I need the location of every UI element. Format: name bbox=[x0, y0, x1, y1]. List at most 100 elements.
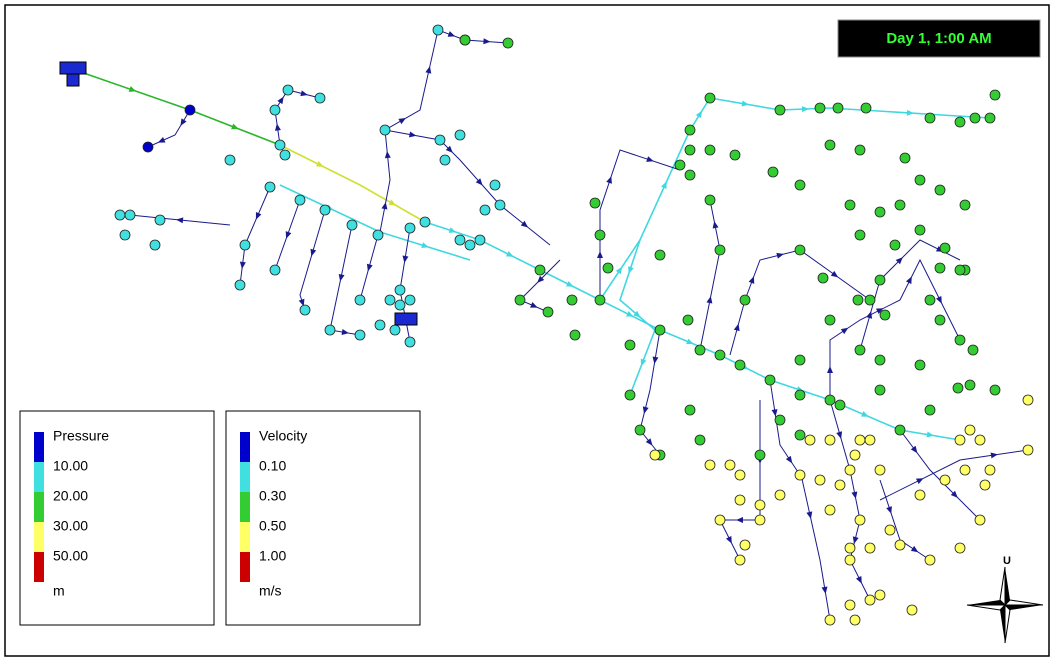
junction bbox=[235, 280, 245, 290]
junction bbox=[480, 205, 490, 215]
junction bbox=[695, 345, 705, 355]
junction bbox=[900, 153, 910, 163]
junction bbox=[740, 295, 750, 305]
junction bbox=[715, 515, 725, 525]
junction bbox=[1023, 445, 1033, 455]
junction bbox=[433, 25, 443, 35]
junction bbox=[861, 103, 871, 113]
junction bbox=[875, 465, 885, 475]
junction bbox=[985, 113, 995, 123]
junction bbox=[895, 200, 905, 210]
legend-level: 1.00 bbox=[259, 548, 286, 564]
junction bbox=[818, 273, 828, 283]
legend-unit: m/s bbox=[259, 583, 282, 599]
legend-swatch bbox=[240, 432, 250, 462]
legend-swatch bbox=[34, 552, 44, 582]
junction bbox=[300, 305, 310, 315]
junction bbox=[895, 425, 905, 435]
junction bbox=[845, 555, 855, 565]
junction bbox=[915, 225, 925, 235]
junction bbox=[373, 230, 383, 240]
junction bbox=[125, 210, 135, 220]
reservoir bbox=[60, 62, 86, 74]
junction bbox=[495, 200, 505, 210]
junction bbox=[270, 265, 280, 275]
legend-swatch bbox=[240, 492, 250, 522]
junction bbox=[225, 155, 235, 165]
junction bbox=[440, 155, 450, 165]
junction bbox=[935, 185, 945, 195]
junction bbox=[543, 307, 553, 317]
junction bbox=[395, 285, 405, 295]
junction bbox=[875, 355, 885, 365]
junction bbox=[655, 325, 665, 335]
junction bbox=[535, 265, 545, 275]
junction bbox=[685, 125, 695, 135]
legend-title: Velocity bbox=[259, 428, 307, 444]
junction bbox=[885, 525, 895, 535]
junction bbox=[355, 295, 365, 305]
junction bbox=[915, 490, 925, 500]
junction bbox=[768, 167, 778, 177]
junction bbox=[685, 405, 695, 415]
junction bbox=[940, 475, 950, 485]
junction bbox=[685, 145, 695, 155]
junction bbox=[143, 142, 153, 152]
junction bbox=[907, 605, 917, 615]
junction bbox=[490, 180, 500, 190]
junction bbox=[835, 480, 845, 490]
junction bbox=[953, 383, 963, 393]
junction bbox=[420, 217, 430, 227]
legend-swatch bbox=[34, 462, 44, 492]
junction bbox=[635, 425, 645, 435]
junction bbox=[855, 515, 865, 525]
junction bbox=[567, 295, 577, 305]
time-label: Day 1, 1:00 AM bbox=[886, 30, 991, 47]
junction bbox=[725, 460, 735, 470]
junction bbox=[895, 540, 905, 550]
junction bbox=[825, 395, 835, 405]
map-view: Day 1, 1:00 AM Pressure10.0020.0030.0050… bbox=[0, 0, 1054, 661]
junction bbox=[625, 390, 635, 400]
junction bbox=[925, 405, 935, 415]
junction bbox=[855, 145, 865, 155]
junction bbox=[940, 243, 950, 253]
junction bbox=[503, 38, 513, 48]
legend-swatch bbox=[240, 522, 250, 552]
network-map: Day 1, 1:00 AM Pressure10.0020.0030.0050… bbox=[0, 0, 1054, 661]
junction bbox=[385, 295, 395, 305]
junction bbox=[835, 400, 845, 410]
junction bbox=[715, 245, 725, 255]
legend-level: 50.00 bbox=[53, 548, 88, 564]
junction bbox=[833, 103, 843, 113]
junction bbox=[970, 113, 980, 123]
junction bbox=[515, 295, 525, 305]
junction bbox=[155, 215, 165, 225]
junction bbox=[455, 235, 465, 245]
junction bbox=[850, 615, 860, 625]
junction bbox=[955, 117, 965, 127]
legend-level: 20.00 bbox=[53, 488, 88, 504]
junction bbox=[795, 390, 805, 400]
junction bbox=[865, 435, 875, 445]
junction bbox=[735, 360, 745, 370]
legend-level: 30.00 bbox=[53, 518, 88, 534]
junction bbox=[775, 105, 785, 115]
legend-swatch bbox=[34, 492, 44, 522]
junction bbox=[965, 380, 975, 390]
legend-title: Pressure bbox=[53, 428, 109, 444]
junction bbox=[595, 295, 605, 305]
junction bbox=[315, 93, 325, 103]
junction bbox=[955, 543, 965, 553]
junction bbox=[705, 195, 715, 205]
junction bbox=[405, 337, 415, 347]
junction bbox=[765, 375, 775, 385]
junction bbox=[825, 315, 835, 325]
junction bbox=[405, 223, 415, 233]
junction bbox=[875, 207, 885, 217]
junction bbox=[965, 425, 975, 435]
junction bbox=[675, 160, 685, 170]
junction bbox=[740, 540, 750, 550]
junction bbox=[845, 200, 855, 210]
legend-swatch bbox=[240, 552, 250, 582]
